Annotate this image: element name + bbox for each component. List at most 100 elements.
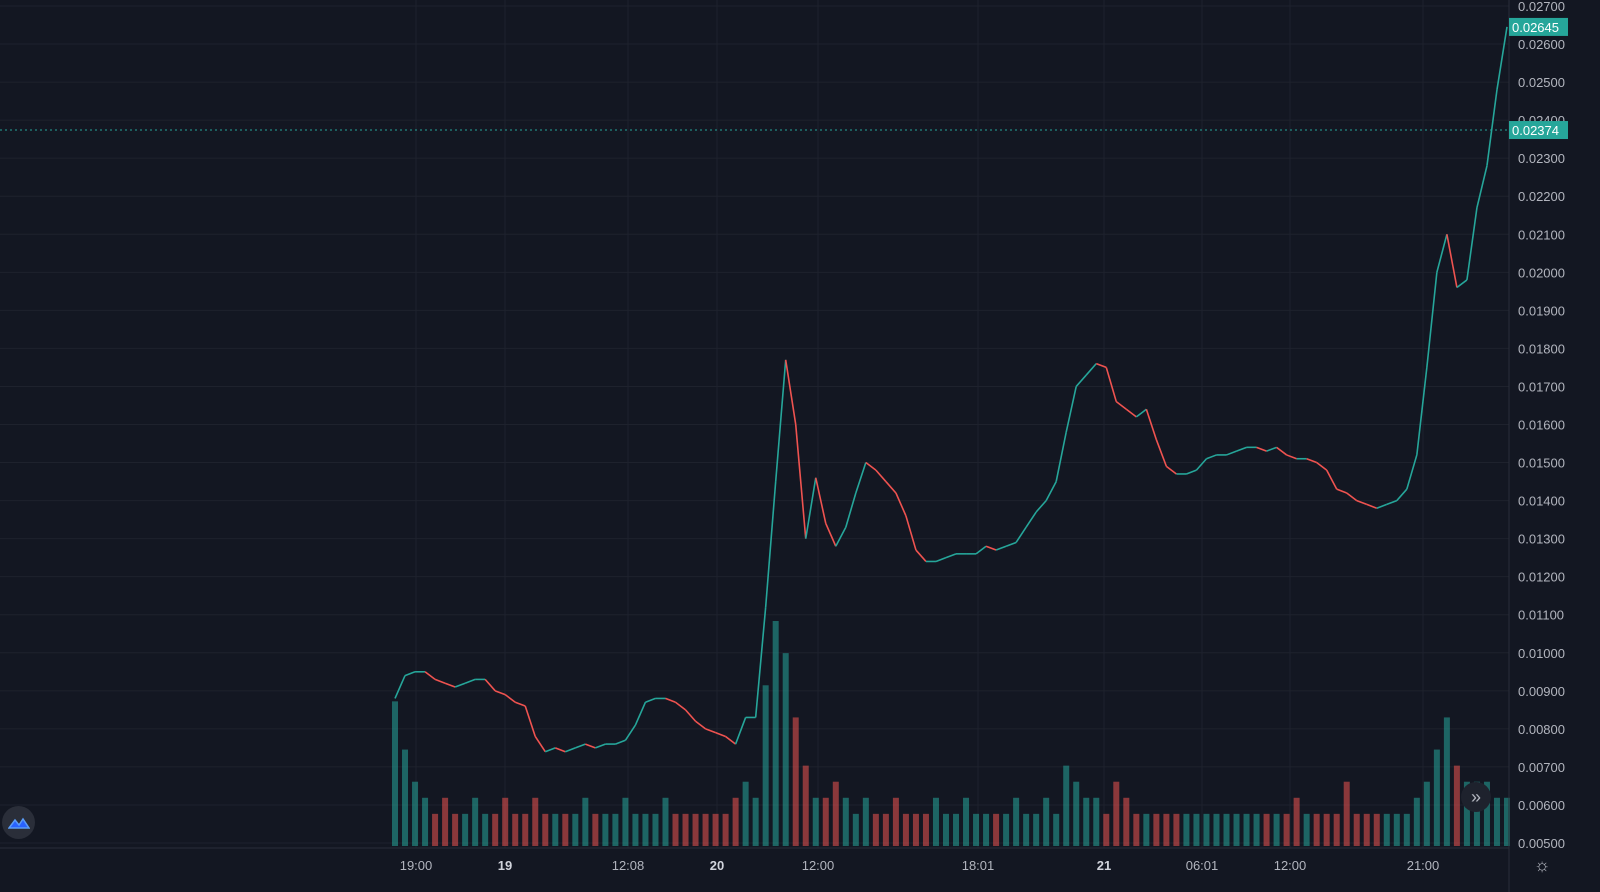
price-segment [1186, 469, 1197, 475]
volume-bar [822, 797, 829, 846]
price-segment [1336, 488, 1347, 494]
volume-bar [1453, 765, 1460, 846]
price-segment [1125, 408, 1137, 418]
y-tick-label: 0.02300 [1518, 151, 1565, 166]
volume-bar [1493, 797, 1500, 846]
tradingview-logo-icon[interactable] [2, 806, 35, 839]
volume-bar [442, 797, 449, 846]
price-series [394, 26, 1508, 753]
x-tick-label: 12:00 [1274, 858, 1307, 873]
volume-bar [912, 813, 919, 846]
volume-bar [1293, 797, 1300, 846]
price-segment [825, 523, 837, 547]
y-tick-label: 0.01700 [1518, 379, 1565, 394]
last-price-label: 0.02645 [1512, 20, 1559, 35]
volume-bar [1243, 813, 1250, 846]
volume-bar [832, 781, 839, 846]
price-segment [835, 526, 847, 547]
volume-bar [472, 797, 479, 846]
price-segment [1055, 431, 1067, 482]
volume-bar [1273, 813, 1280, 846]
price-segment [1015, 526, 1027, 543]
volume-bar [1153, 813, 1160, 846]
volume-bar [973, 813, 980, 846]
price-segment [1135, 408, 1147, 418]
grid [0, 0, 1509, 848]
price-segment [814, 477, 827, 524]
volume-bar [592, 813, 599, 846]
price-segment [1105, 367, 1118, 402]
y-tick-label: 0.00900 [1518, 684, 1565, 699]
price-segment [1145, 409, 1158, 440]
y-tick-label: 0.02000 [1518, 265, 1565, 280]
volume-bar [1003, 813, 1010, 846]
volume-bar [1203, 813, 1210, 846]
volume-bar [402, 749, 409, 846]
scroll-to-realtime-button[interactable]: » [1461, 782, 1491, 812]
price-segment [1045, 481, 1057, 501]
volume-bar [1313, 813, 1320, 846]
volume-bar [652, 813, 659, 846]
volume-bar [1323, 813, 1330, 846]
price-segment [1426, 272, 1438, 368]
x-tick-label: 19 [498, 858, 512, 873]
volume-bar [772, 621, 779, 846]
price-segment [855, 462, 867, 494]
price-segment [725, 735, 737, 745]
volume-bar [892, 797, 899, 846]
volume-bar [862, 797, 869, 846]
price-segment [595, 743, 606, 749]
x-tick-label: 20 [710, 858, 724, 873]
price-axis[interactable]: 0.027000.026000.025000.024000.023000.022… [1518, 0, 1565, 851]
price-segment [534, 736, 546, 753]
volume-bar [1103, 813, 1110, 846]
volume-bar [842, 797, 849, 846]
volume-bar [993, 813, 1000, 846]
price-segment [1416, 367, 1428, 456]
price-segment [1286, 454, 1297, 460]
volume-bar [1353, 813, 1360, 846]
price-segment [1316, 461, 1328, 471]
x-tick-label: 21 [1097, 858, 1111, 873]
price-segment [1496, 26, 1508, 90]
volume-bar [1173, 813, 1180, 846]
y-tick-label: 0.02200 [1518, 189, 1565, 204]
volume-bar [1143, 813, 1150, 846]
price-segment [454, 682, 466, 688]
last-price-badge: 0.02645 [1509, 17, 1568, 36]
volume-bar [722, 813, 729, 846]
volume-bar [1283, 813, 1290, 846]
volume-bar [1033, 813, 1040, 846]
volume-bar [1183, 813, 1190, 846]
volume-bar [1463, 781, 1470, 846]
volume-bar [502, 797, 509, 846]
price-segment [734, 717, 747, 745]
price-segment [684, 709, 697, 722]
x-tick-label: 06:01 [1186, 858, 1219, 873]
price-segment [1206, 454, 1217, 460]
gear-icon[interactable]: ☼ [1532, 855, 1552, 875]
price-segment [675, 701, 687, 711]
volume-bar [762, 685, 769, 846]
time-axis[interactable]: 19:00 19 12:08 20 12:00 18:01 21 06:01 12:00 21:0… [400, 858, 1440, 873]
price-segment [424, 671, 436, 681]
price-segment [1276, 446, 1288, 456]
volume-bar [953, 813, 960, 846]
volume-bar [1413, 797, 1420, 846]
price-line-badge: 0.02374 [1509, 121, 1568, 140]
price-segment [1256, 446, 1267, 452]
volume-bar [532, 797, 539, 846]
price-segment [705, 728, 716, 734]
price-segment [985, 545, 997, 551]
volume-bar [622, 797, 629, 846]
volume-bar [812, 797, 819, 846]
x-tick-label: 19:00 [400, 858, 433, 873]
volume-bar [1504, 797, 1510, 846]
volume-bar [482, 813, 489, 846]
volume-bar [742, 781, 749, 846]
price-segment [784, 359, 797, 425]
y-tick-label: 0.02600 [1518, 37, 1565, 52]
volume-bar [802, 765, 809, 846]
y-tick-label: 0.01600 [1518, 418, 1565, 433]
